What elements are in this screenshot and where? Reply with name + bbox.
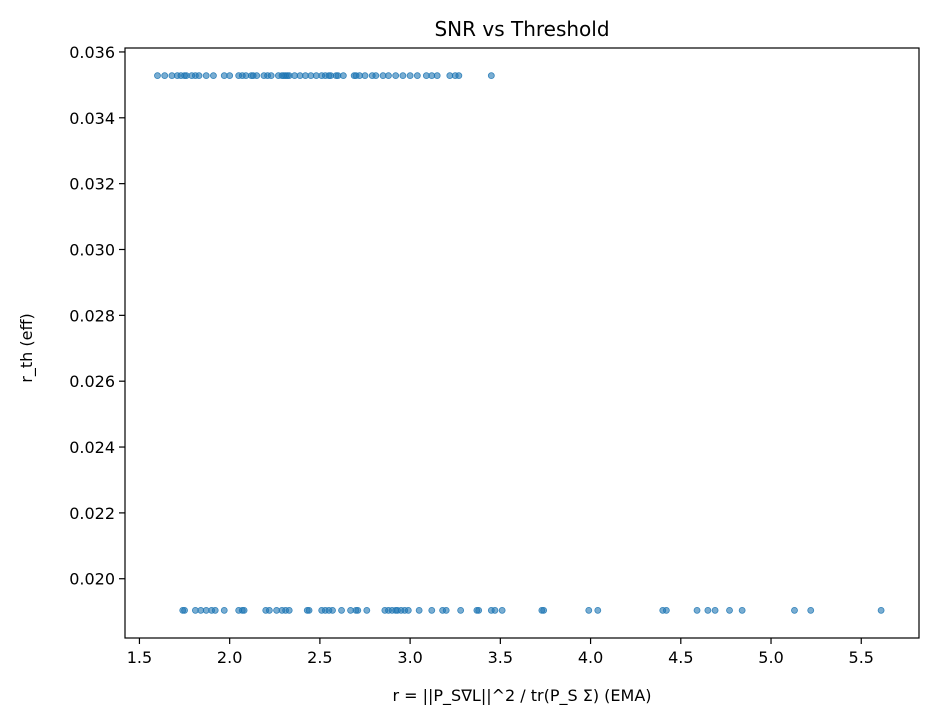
data-point [807, 606, 815, 614]
data-point [195, 72, 203, 80]
y-tick-label: 0.030 [69, 240, 115, 259]
data-point [267, 72, 275, 80]
data-point [363, 606, 371, 614]
data-point [585, 606, 593, 614]
x-tick-label: 2.0 [217, 648, 242, 667]
data-point [442, 606, 450, 614]
data-point [693, 606, 701, 614]
data-point [161, 72, 169, 80]
data-point [738, 606, 746, 614]
data-point [202, 72, 210, 80]
y-axis-ticks: 0.020 0.022 0.024 0.026 0.028 0.030 0.032 0.034… [69, 43, 125, 589]
data-point [253, 72, 261, 80]
x-tick-label: 3.0 [397, 648, 422, 667]
data-point [877, 606, 885, 614]
y-axis-label: r_th (eff) [17, 313, 37, 382]
data-point [265, 606, 273, 614]
data-point [791, 606, 798, 614]
y-tick-label: 0.036 [69, 43, 115, 62]
data-point [181, 606, 188, 614]
y-tick-label: 0.028 [69, 306, 115, 325]
data-point [428, 606, 436, 614]
x-tick-label: 1.5 [127, 648, 152, 667]
data-point [329, 606, 336, 614]
data-point [540, 606, 548, 614]
data-point [211, 606, 219, 614]
x-axis-ticks: 1.5 2.0 2.5 3.0 3.5 4.0 4.5 5.0 5.5 [127, 638, 874, 667]
data-point [338, 606, 345, 614]
data-point [455, 72, 463, 80]
data-point [406, 72, 414, 80]
data-point [392, 72, 400, 80]
x-tick-label: 3.5 [488, 648, 513, 667]
chart-title: SNR vs Threshold [434, 17, 609, 41]
y-tick-label: 0.020 [69, 570, 115, 589]
data-point [154, 72, 161, 80]
data-point [385, 72, 392, 80]
data-point [226, 72, 234, 80]
data-point [475, 606, 483, 614]
data-point [285, 606, 293, 614]
y-tick-label: 0.022 [69, 504, 115, 523]
data-point [372, 72, 380, 80]
data-point [305, 606, 313, 614]
data-point [711, 606, 719, 614]
data-point [220, 606, 228, 614]
data-point [361, 72, 369, 80]
data-point [498, 606, 506, 614]
y-tick-label: 0.026 [69, 372, 115, 391]
x-tick-label: 4.5 [668, 648, 693, 667]
data-point [457, 606, 465, 614]
x-tick-label: 5.5 [849, 648, 874, 667]
data-point [399, 72, 407, 80]
x-axis-label: r = ||P_S∇L||^2 / tr(P_S Σ) (EMA) [392, 686, 651, 706]
data-point [594, 606, 602, 614]
data-point [415, 606, 423, 614]
data-point [413, 72, 421, 80]
data-point [210, 72, 217, 80]
data-point [404, 606, 412, 614]
data-point [726, 606, 733, 614]
x-tick-label: 4.0 [578, 648, 603, 667]
data-point [487, 72, 495, 80]
data-point [240, 606, 248, 614]
y-tick-label: 0.034 [69, 109, 115, 128]
data-point [433, 72, 441, 80]
y-tick-label: 0.024 [69, 438, 115, 457]
data-point [491, 606, 499, 614]
x-tick-label: 5.0 [758, 648, 783, 667]
data-point [354, 606, 362, 614]
data-point [339, 72, 347, 80]
data-points [154, 72, 885, 614]
y-tick-label: 0.032 [69, 175, 115, 194]
plot-frame [124, 47, 920, 639]
data-point [704, 606, 712, 614]
data-point [662, 606, 670, 614]
x-tick-label: 2.5 [307, 648, 332, 667]
